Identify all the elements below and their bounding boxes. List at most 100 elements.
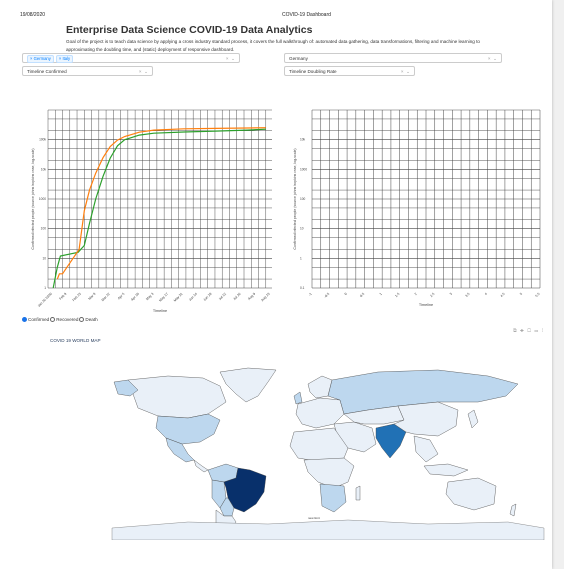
horizontal-gridlines	[312, 109, 540, 289]
x-tick-label: 2	[414, 292, 418, 296]
clear-icon[interactable]: ×	[400, 69, 404, 74]
radio-dot[interactable]	[50, 317, 56, 322]
map-new-zealand[interactable]	[509, 503, 517, 517]
radio-recovered[interactable]: Recovered	[50, 317, 78, 322]
chip-italy[interactable]: × Italy	[55, 54, 74, 63]
y-axis-title: Confirmed infected people (source johns …	[31, 148, 35, 249]
map-south-africa[interactable]	[319, 483, 347, 513]
map-uk[interactable]	[293, 391, 303, 405]
y-tick-label: 100	[41, 227, 47, 231]
page-description: Goal of the project is to teach data sci…	[66, 39, 480, 52]
chevron-down-icon[interactable]: ⌄	[231, 56, 235, 61]
x-tick-label: 2.5	[429, 292, 435, 298]
y-tick-label: 100k	[39, 138, 46, 142]
x-tick-label: 5.5	[535, 292, 541, 298]
x-tick-label: Apr 19	[130, 292, 140, 302]
map-central-america[interactable]	[193, 459, 209, 473]
x-tick-label: 3	[449, 292, 453, 296]
map-se-asia[interactable]	[413, 435, 439, 463]
series-line-1	[56, 127, 266, 280]
radio-death[interactable]: Death	[79, 317, 98, 322]
map-brazil[interactable]	[223, 467, 267, 513]
doubling-rate-svg[interactable]: 0.1 1 10 100 1000 10k -1 -0.5 0 0.5 1 1.5 2 2.5 3 3.5 4 4…	[282, 100, 546, 315]
page-title: Enterprise Data Science COVID-19 Data An…	[66, 24, 313, 36]
x-tick-label: 0	[344, 292, 348, 296]
clear-icon[interactable]: ×	[138, 69, 142, 74]
y-tick-label: 1000	[300, 167, 307, 171]
map-bottom-label: new limit	[308, 516, 320, 520]
confirmed-timeline-svg[interactable]: Jan 26 2020 Feb 9 Feb 23 Mar 8 Mar 22 Apr 5 Ap…	[22, 100, 278, 315]
y-tick-label: 10	[300, 227, 304, 231]
chevron-down-icon[interactable]: ⌄	[144, 69, 148, 74]
x-tick-label: Jul 26	[232, 292, 241, 301]
doubling-rate-chart[interactable]: 0.1 1 10 100 1000 10k -1 -0.5 0 0.5 1 1.5 2 2.5 3 3.5 4 4…	[282, 100, 546, 315]
x-tick-label: 1	[379, 292, 383, 296]
map-central-africa[interactable]	[303, 457, 355, 489]
radio-label: Confirmed	[28, 317, 50, 322]
x-tick-label: Aug 23	[260, 292, 271, 303]
map-madagascar[interactable]	[355, 485, 361, 501]
map-china[interactable]	[393, 401, 459, 437]
chevron-down-icon[interactable]: ⌄	[493, 56, 497, 61]
map-indonesia[interactable]	[423, 463, 469, 477]
map-alaska[interactable]	[113, 379, 139, 397]
timeline-right-value: Timeline Doubling Rate	[289, 69, 337, 74]
series-line-0	[52, 128, 266, 289]
timeline-dropdown-left[interactable]: Timeline Confirmed × ⌄	[22, 66, 153, 76]
chip-label: Italy	[62, 55, 71, 61]
x-tick-label: Feb 9	[58, 292, 67, 301]
country-single-dropdown[interactable]: Germany × ⌄	[284, 53, 502, 63]
map-mexico[interactable]	[165, 437, 195, 463]
chip-germany[interactable]: × Germany	[27, 54, 54, 63]
world-map[interactable]: new limit	[108, 362, 548, 540]
x-tick-label: Jun 14	[188, 292, 198, 302]
map-japan[interactable]	[467, 409, 479, 429]
horizontal-gridlines	[48, 109, 272, 289]
x-tick-label: 4	[484, 292, 488, 296]
chevron-down-icon[interactable]: ⌄	[406, 69, 410, 74]
y-tick-label: 10	[42, 256, 46, 260]
x-tick-label: -1	[308, 292, 313, 297]
case-type-radio-group[interactable]: Confirmed Recovered Death	[22, 317, 99, 322]
radio-label: Death	[85, 317, 98, 322]
y-tick-label: 100	[300, 197, 306, 201]
confirmed-timeline-chart[interactable]: Jan 26 2020 Feb 9 Feb 23 Mar 8 Mar 22 Apr 5 Ap…	[22, 100, 278, 315]
x-axis-title: Timeline	[153, 309, 167, 313]
x-tick-label: 1.5	[394, 292, 400, 298]
y-tick-label: 10k	[300, 138, 306, 142]
map-canada[interactable]	[127, 375, 227, 419]
y-axis-title: Confirmed infected people (source johns …	[293, 148, 297, 249]
country-multi-dropdown[interactable]: × Germany × Italy × ⌄	[22, 53, 240, 63]
y-tick-label: 0.1	[300, 286, 305, 290]
dashboard-page: 19/08/2020 COVID-19 Dashboard Enterprise…	[0, 0, 552, 569]
y-tick-label: 1	[44, 286, 46, 290]
print-date: 19/08/2020	[20, 12, 46, 18]
y-tick-label: 1	[300, 256, 302, 260]
y-tick-label: 10k	[41, 167, 47, 171]
x-tick-label: Mar 22	[101, 292, 111, 302]
timeline-dropdown-right[interactable]: Timeline Doubling Rate × ⌄	[284, 66, 415, 76]
radio-dot[interactable]	[22, 317, 27, 322]
x-tick-label: 4.5	[499, 292, 505, 298]
x-tick-label: 3.5	[464, 292, 470, 298]
timeline-left-value: Timeline Confirmed	[27, 69, 67, 74]
map-russia[interactable]	[327, 369, 519, 415]
country-single-value: Germany	[289, 56, 308, 61]
document-title: COVID-19 Dashboard	[282, 12, 331, 18]
radio-confirmed[interactable]: Confirmed	[22, 317, 49, 322]
map-antarctica[interactable]	[111, 519, 545, 540]
map-kazakhstan[interactable]	[343, 405, 405, 425]
radio-dot[interactable]	[79, 317, 85, 322]
x-tick-label: -0.5	[323, 292, 330, 299]
clear-icon[interactable]: ×	[225, 56, 229, 61]
map-modebar[interactable]: ⧉ ✚ ▢ ▭ ⁞	[513, 328, 544, 334]
x-tick-label: 0.5	[359, 292, 365, 298]
x-tick-label: Jul 12	[218, 292, 227, 301]
map-australia[interactable]	[445, 477, 497, 511]
x-tick-label: May 17	[158, 292, 169, 303]
map-title: COVID 19 WORLD MAP	[50, 338, 101, 343]
x-tick-label: Jan 26 2020	[37, 292, 53, 308]
map-usa[interactable]	[155, 413, 221, 445]
map-greenland[interactable]	[219, 367, 277, 403]
clear-icon[interactable]: ×	[487, 56, 491, 61]
